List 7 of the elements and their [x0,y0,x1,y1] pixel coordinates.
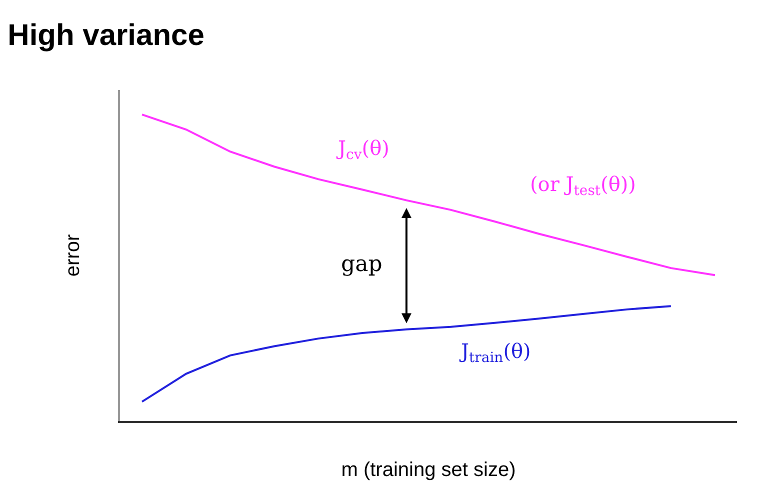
y-axis-title: error [62,234,84,277]
series-label: J$_{cv}$(θ) [336,136,390,164]
x-axis-title: m (training set size) [341,459,516,481]
annotation: gap [341,252,382,277]
series-label: J$_{train}$(θ) [459,339,531,366]
chart-title: High variance [8,19,204,52]
annotation: (or J$_{test}$(θ)) [530,172,636,200]
